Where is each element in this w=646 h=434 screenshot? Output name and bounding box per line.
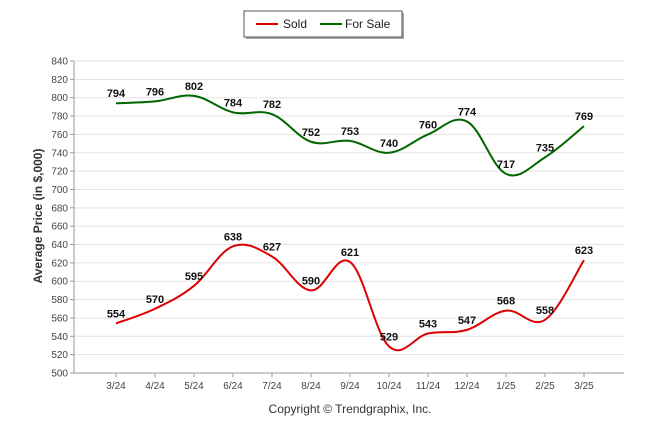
data-label: 784 [224, 97, 243, 109]
y-tick-label: 640 [51, 240, 68, 251]
y-tick-label: 500 [51, 369, 68, 380]
data-label: 802 [185, 81, 203, 93]
x-tick-label: 6/24 [223, 381, 243, 392]
legend: Sold For Sale [243, 10, 404, 39]
y-tick-label: 620 [51, 258, 68, 269]
legend-label-sold: Sold [283, 17, 307, 31]
y-tick-label: 780 [51, 112, 68, 123]
y-tick-label: 660 [51, 222, 68, 233]
series-lines [115, 94, 585, 352]
data-label: 752 [302, 127, 320, 139]
y-tick-label: 560 [51, 313, 68, 324]
y-tick-label: 680 [51, 203, 68, 214]
x-tick-label: 2/25 [535, 381, 555, 392]
y-tick-label: 580 [51, 295, 68, 306]
data-label: 623 [575, 245, 593, 257]
y-tick-label: 820 [51, 75, 68, 86]
x-tick-label: 3/25 [574, 381, 594, 392]
x-tick-label: 10/24 [376, 381, 401, 392]
x-tick-label: 3/24 [106, 381, 126, 392]
x-tick-label: 1/25 [496, 381, 516, 392]
x-tick-label: 7/24 [262, 381, 282, 392]
axes [70, 60, 624, 377]
data-labels: 554 570 595 638 627 590 621 529 543 547 568 558 623 7… [107, 81, 593, 344]
data-label: 590 [302, 275, 320, 287]
y-tick-label: 740 [51, 148, 68, 159]
data-label: 794 [107, 88, 126, 100]
y-tick-label: 800 [51, 93, 68, 104]
legend-label-for-sale: For Sale [345, 17, 391, 31]
y-tick-labels: 500 520 540 560 580 600 620 640 660 680 700 720 740 7… [51, 57, 68, 380]
data-label: 595 [185, 271, 203, 283]
data-label: 547 [458, 315, 476, 327]
data-label: 621 [341, 247, 359, 259]
data-label: 735 [536, 142, 554, 154]
x-tick-labels: 3/24 4/24 5/24 6/24 7/24 8/24 9/24 10/24 11/24 12… [106, 381, 594, 392]
data-label: 543 [419, 319, 437, 331]
x-tick-label: 12/24 [454, 381, 479, 392]
y-tick-label: 700 [51, 185, 68, 196]
data-label: 570 [146, 294, 164, 306]
data-label: 529 [380, 331, 398, 343]
copyright-footer: Copyright © Trendgraphix, Inc. [269, 402, 432, 416]
x-tick-label: 9/24 [340, 381, 360, 392]
data-label: 627 [263, 241, 281, 253]
data-label: 760 [419, 119, 437, 131]
y-tick-label: 720 [51, 167, 68, 178]
data-label: 740 [380, 138, 398, 150]
y-tick-label: 600 [51, 277, 68, 288]
x-tick-label: 8/24 [301, 381, 321, 392]
y-tick-label: 760 [51, 130, 68, 141]
data-label: 638 [224, 231, 242, 243]
y-axis-title: Average Price (in $,000) [31, 149, 45, 284]
data-label: 568 [497, 296, 515, 308]
data-label: 753 [341, 126, 359, 138]
data-label: 782 [263, 99, 281, 111]
x-tick-label: 4/24 [145, 381, 165, 392]
y-tick-label: 840 [51, 57, 68, 68]
y-tick-label: 520 [51, 350, 68, 361]
data-label: 554 [107, 308, 126, 320]
x-tick-label: 5/24 [184, 381, 204, 392]
data-label: 796 [146, 86, 164, 98]
data-label: 558 [536, 305, 554, 317]
grid-lines [74, 60, 624, 374]
data-label: 769 [575, 111, 593, 123]
data-label: 774 [458, 107, 477, 119]
y-tick-label: 540 [51, 332, 68, 343]
series-line-sold [115, 243, 585, 352]
x-tick-label: 11/24 [416, 381, 441, 392]
data-label: 717 [497, 159, 515, 171]
series-line-for-sale [115, 94, 585, 177]
